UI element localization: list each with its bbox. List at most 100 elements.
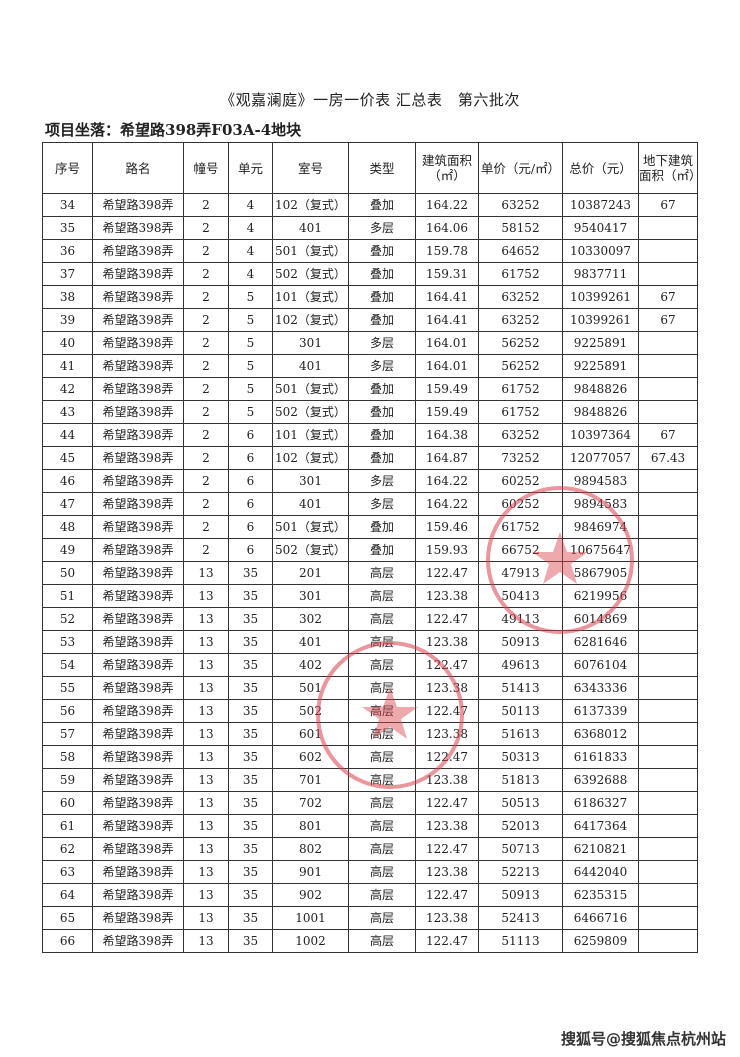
table-row: 55 希望路398弄 13 35 501 高层 123.38 51413 6343336 (42, 676, 698, 700)
cell-basement-area (638, 676, 698, 700)
cell-room: 401 (272, 216, 349, 240)
cell-area: 123.38 (415, 860, 479, 884)
cell-building: 13 (183, 745, 229, 769)
cell-unit-price: 64652 (478, 239, 563, 263)
cell-room: 502（复式） (272, 538, 349, 562)
cell-type: 高层 (348, 814, 416, 838)
cell-unit: 35 (228, 791, 273, 815)
cell-basement-area (638, 883, 698, 907)
cell-total-price: 6235315 (562, 883, 639, 907)
cell-building: 13 (183, 814, 229, 838)
cell-unit-price: 50513 (478, 791, 563, 815)
table-row: 36 希望路398弄 2 4 501（复式） 叠加 159.78 64652 10330097 (42, 239, 698, 263)
cell-basement-area (638, 377, 698, 401)
table-row: 56 希望路398弄 13 35 502 高层 122.47 50113 6137339 (42, 699, 698, 723)
cell-seq: 57 (42, 722, 93, 746)
cell-room: 1002 (272, 929, 349, 953)
cell-unit-price: 51613 (478, 722, 563, 746)
cell-building: 2 (183, 538, 229, 562)
cell-area: 164.01 (415, 354, 479, 378)
cell-road: 希望路398弄 (92, 492, 184, 516)
cell-building: 13 (183, 906, 229, 930)
cell-total-price: 6014869 (562, 607, 639, 631)
price-table: 序号 路名 幢号 单元 室号 类型 建筑面积（㎡） 单价（元/㎡） 总价（元） 地下建筑面积（㎡）… (42, 142, 698, 953)
cell-room: 501（复式） (272, 377, 349, 401)
cell-basement-area (638, 216, 698, 240)
cell-building: 13 (183, 676, 229, 700)
cell-total-price: 6137339 (562, 699, 639, 723)
cell-total-price: 10397364 (562, 423, 639, 447)
cell-road: 希望路398弄 (92, 883, 184, 907)
cell-unit: 35 (228, 722, 273, 746)
cell-unit-price: 50713 (478, 837, 563, 861)
cell-road: 希望路398弄 (92, 285, 184, 309)
cell-area: 164.41 (415, 285, 479, 309)
cell-area: 159.93 (415, 538, 479, 562)
cell-type: 叠加 (348, 515, 416, 539)
cell-type: 高层 (348, 837, 416, 861)
cell-area: 122.47 (415, 653, 479, 677)
cell-unit-price: 49113 (478, 607, 563, 631)
cell-room: 101（复式） (272, 285, 349, 309)
cell-unit-price: 47913 (478, 561, 563, 585)
table-row: 34 希望路398弄 2 4 102（复式） 叠加 164.22 63252 10387243 6… (42, 193, 698, 217)
table-row: 38 希望路398弄 2 5 101（复式） 叠加 164.41 63252 10399261 6… (42, 285, 698, 309)
cell-seq: 59 (42, 768, 93, 792)
cell-road: 希望路398弄 (92, 768, 184, 792)
cell-area: 164.22 (415, 492, 479, 516)
cell-room: 602 (272, 745, 349, 769)
table-row: 62 希望路398弄 13 35 802 高层 122.47 50713 6210821 (42, 837, 698, 861)
cell-basement-area (638, 929, 698, 953)
cell-area: 164.87 (415, 446, 479, 470)
cell-unit-price: 63252 (478, 193, 563, 217)
cell-road: 希望路398弄 (92, 515, 184, 539)
cell-unit: 4 (228, 216, 273, 240)
cell-building: 13 (183, 837, 229, 861)
cell-type: 叠加 (348, 377, 416, 401)
cell-area: 122.47 (415, 929, 479, 953)
table-row: 45 希望路398弄 2 6 102（复式） 叠加 164.87 73252 12077057 6… (42, 446, 698, 470)
cell-area: 122.47 (415, 837, 479, 861)
cell-unit: 35 (228, 814, 273, 838)
cell-unit: 35 (228, 653, 273, 677)
cell-building: 2 (183, 492, 229, 516)
cell-building: 13 (183, 722, 229, 746)
cell-basement-area: 67.43 (638, 446, 698, 470)
cell-unit: 35 (228, 561, 273, 585)
cell-unit-price: 66752 (478, 538, 563, 562)
cell-road: 希望路398弄 (92, 308, 184, 332)
cell-road: 希望路398弄 (92, 814, 184, 838)
cell-area: 122.47 (415, 699, 479, 723)
cell-seq: 64 (42, 883, 93, 907)
cell-unit: 35 (228, 584, 273, 608)
cell-building: 13 (183, 768, 229, 792)
cell-type: 高层 (348, 584, 416, 608)
cell-total-price: 5867905 (562, 561, 639, 585)
table-header-row: 序号 路名 幢号 单元 室号 类型 建筑面积（㎡） 单价（元/㎡） 总价（元） 地下建筑面积（㎡） (42, 142, 698, 194)
cell-building: 13 (183, 630, 229, 654)
cell-total-price: 6219956 (562, 584, 639, 608)
cell-area: 159.49 (415, 377, 479, 401)
cell-unit-price: 52013 (478, 814, 563, 838)
cell-seq: 42 (42, 377, 93, 401)
table-row: 53 希望路398弄 13 35 401 高层 123.38 50913 6281646 (42, 630, 698, 654)
cell-total-price: 9846974 (562, 515, 639, 539)
cell-road: 希望路398弄 (92, 607, 184, 631)
cell-unit: 5 (228, 331, 273, 355)
cell-unit: 35 (228, 768, 273, 792)
cell-room: 501 (272, 676, 349, 700)
cell-area: 122.47 (415, 561, 479, 585)
cell-type: 高层 (348, 929, 416, 953)
cell-unit: 5 (228, 308, 273, 332)
cell-unit: 35 (228, 630, 273, 654)
cell-basement-area (638, 699, 698, 723)
cell-basement-area (638, 860, 698, 884)
cell-unit: 6 (228, 446, 273, 470)
cell-type: 高层 (348, 860, 416, 884)
table-row: 48 希望路398弄 2 6 501（复式） 叠加 159.46 61752 9846974 (42, 515, 698, 539)
cell-road: 希望路398弄 (92, 262, 184, 286)
cell-road: 希望路398弄 (92, 446, 184, 470)
cell-type: 叠加 (348, 400, 416, 424)
cell-seq: 63 (42, 860, 93, 884)
cell-road: 希望路398弄 (92, 745, 184, 769)
